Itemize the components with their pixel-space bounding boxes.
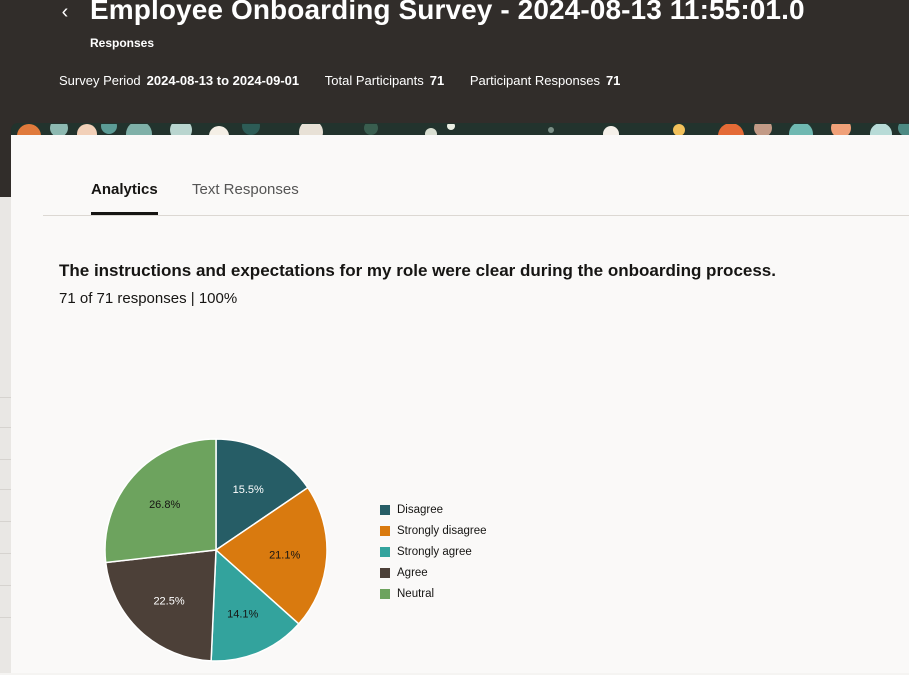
- legend-swatch: [380, 567, 390, 578]
- pie-slice-agree[interactable]: [104, 549, 217, 662]
- pie-label-agree: 22.5%: [153, 595, 184, 607]
- survey-period: Survey Period 2024-08-13 to 2024-09-01: [59, 73, 300, 88]
- response-count: 71 of 71 responses | 100%: [59, 290, 238, 307]
- legend-label: Neutral: [397, 587, 435, 600]
- chevron-left-icon: ‹: [61, 1, 69, 23]
- legend-item-strongly-agree[interactable]: Strongly agree: [380, 541, 487, 562]
- tab-bar: Analytics Text Responses: [43, 135, 909, 216]
- legend-item-strongly-disagree[interactable]: Strongly disagree: [380, 520, 487, 541]
- legend-swatch: [380, 546, 390, 557]
- back-button[interactable]: ‹: [54, 0, 76, 26]
- total-participants: Total Participants 71: [324, 73, 445, 88]
- legend-label: Strongly disagree: [397, 524, 487, 537]
- survey-meta: Survey Period 2024-08-13 to 2024-09-01 To…: [59, 73, 642, 88]
- decorative-banner: [11, 123, 909, 135]
- chart-legend: Disagree Strongly disagree Strongly agree A…: [380, 499, 487, 604]
- pie-slice-disagree[interactable]: [215, 438, 309, 552]
- legend-swatch: [380, 525, 390, 536]
- legend-swatch: [380, 588, 390, 599]
- background-strip: [0, 197, 11, 673]
- tab-analytics[interactable]: Analytics: [91, 181, 158, 215]
- legend-item-neutral[interactable]: Neutral: [380, 583, 487, 604]
- question-title: The instructions and expectations for my…: [59, 261, 776, 280]
- participant-responses: Participant Responses 71: [469, 73, 621, 88]
- content-card: Analytics Text Responses The instruction…: [11, 135, 909, 673]
- legend-item-agree[interactable]: Agree: [380, 562, 487, 583]
- legend-swatch: [380, 504, 390, 515]
- page-subtitle: Responses: [90, 36, 155, 50]
- pie-slice-strongly-disagree[interactable]: [214, 486, 328, 625]
- tab-text-responses[interactable]: Text Responses: [192, 181, 299, 198]
- pie-slice-strongly-agree[interactable]: [210, 548, 300, 662]
- legend-label: Disagree: [397, 503, 444, 516]
- pie-chart: 15.5% 21.1% 14.1% 22.5% 26.8%: [104, 438, 328, 662]
- legend-label: Agree: [397, 566, 428, 579]
- page-title: Employee Onboarding Survey - 2024-08-13 …: [90, 0, 805, 25]
- pie-label-disagree: 15.5%: [233, 484, 264, 496]
- pie-slice-neutral[interactable]: [104, 438, 217, 564]
- pie-label-neutral: 26.8%: [149, 499, 180, 511]
- legend-label: Strongly agree: [397, 545, 472, 558]
- legend-item-disagree[interactable]: Disagree: [380, 499, 487, 520]
- pie-label-strongly-agree: 14.1%: [227, 608, 258, 620]
- pie-label-strongly-disagree: 21.1%: [269, 550, 300, 562]
